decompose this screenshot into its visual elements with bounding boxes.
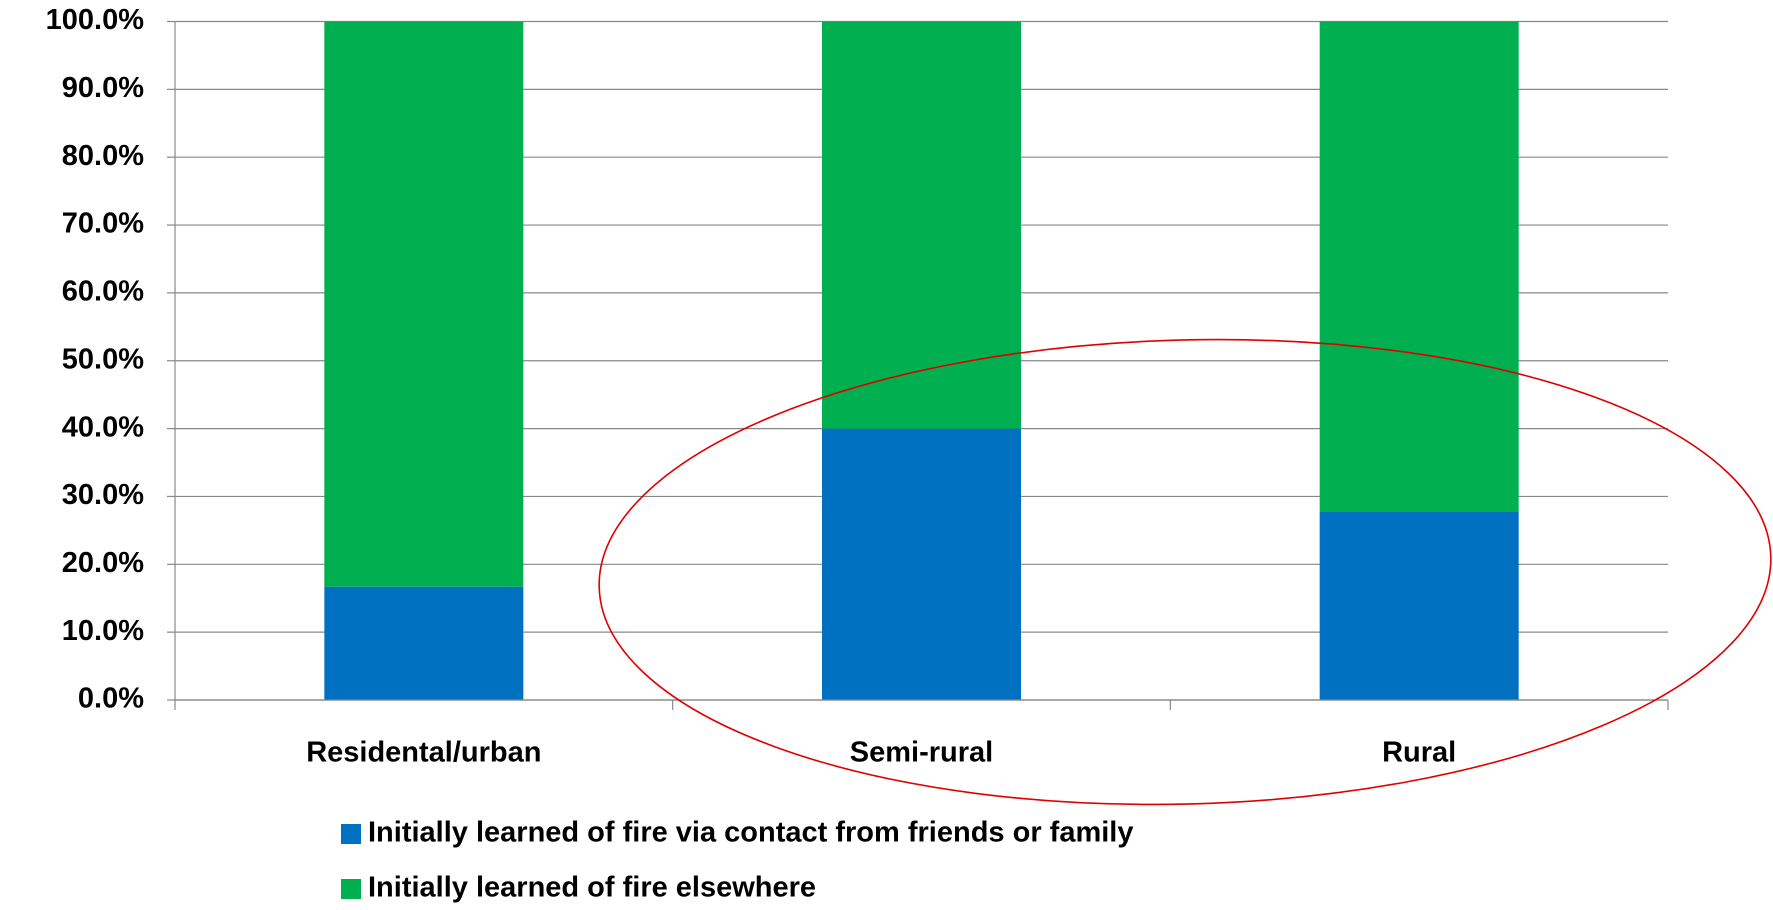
y-tick-label: 20.0% (62, 547, 144, 579)
bar-segment (1319, 21, 1519, 512)
legend-swatch (341, 824, 361, 844)
y-tick-label: 90.0% (62, 72, 144, 104)
x-tick-label: Residental/urban (306, 737, 541, 769)
bar-segment (822, 428, 1021, 700)
bar-segment (324, 21, 524, 587)
y-tick-label: 60.0% (62, 276, 144, 308)
legend-label: Initially learned of fire via contact fr… (368, 817, 1133, 849)
y-tick-label: 70.0% (62, 208, 144, 240)
plot-area: 0.0% 10.0% 20.0% 30.0% 40.0% 50.0% 60.0% 70.0% 8… (46, 4, 1669, 769)
y-tick-label: 50.0% (62, 343, 144, 375)
y-tick-label: 40.0% (62, 411, 144, 443)
y-tick-label: 10.0% (62, 615, 144, 647)
bar-segment (822, 21, 1021, 429)
x-tick-label: Semi-rural (850, 737, 993, 769)
y-tick-label: 0.0% (78, 683, 144, 715)
bar-segment (324, 586, 524, 700)
y-tick-label: 100.0% (46, 4, 145, 36)
y-tick-label: 30.0% (62, 479, 144, 511)
bar-segment (1319, 511, 1519, 700)
x-tick-label: Rural (1382, 737, 1456, 769)
y-tick-label: 80.0% (62, 140, 144, 172)
highlight-ellipse (598, 338, 1772, 806)
legend-swatch (341, 879, 361, 899)
legend-label: Initially learned of fire elsewhere (368, 872, 816, 904)
